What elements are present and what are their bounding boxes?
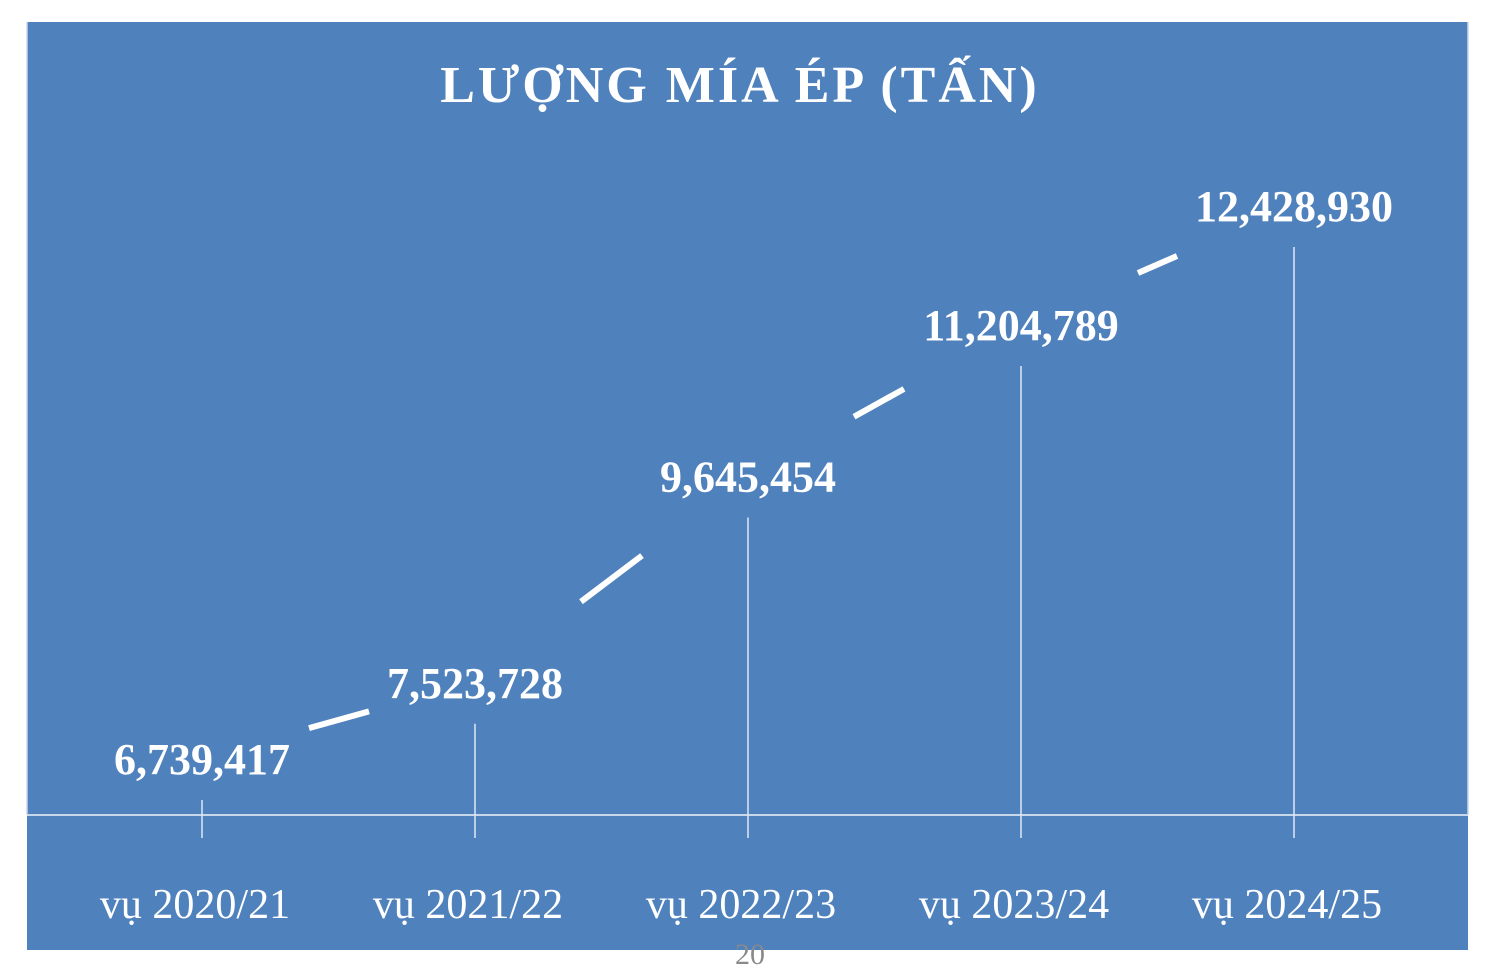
series-segment-4: [1136, 253, 1179, 276]
data-label-4: 11,204,789: [923, 301, 1119, 350]
data-labels: 6,739,417 7,523,728 9,645,454 11,204,789 12,…: [114, 182, 1393, 784]
chart-title: LƯỢNG MÍA ÉP (TẤN): [440, 54, 1040, 114]
drop-lines: [201, 247, 1295, 838]
category-label-4: vụ 2023/24: [919, 882, 1109, 928]
data-label-1: 6,739,417: [114, 735, 290, 784]
data-label-3: 9,645,454: [660, 453, 836, 502]
category-labels: vụ 2020/21 vụ 2021/22 vụ 2022/23 vụ 2023/24…: [100, 882, 1382, 928]
data-label-5: 12,428,930: [1195, 182, 1393, 231]
data-label-2: 7,523,728: [387, 659, 563, 708]
series-line: [308, 253, 1179, 732]
category-label-1: vụ 2020/21: [100, 882, 290, 928]
category-label-3: vụ 2022/23: [646, 882, 836, 928]
category-label-5: vụ 2024/25: [1192, 882, 1382, 928]
page-number: 20: [735, 938, 765, 971]
series-segment-3: [852, 386, 906, 420]
series-segment-2: [579, 553, 644, 605]
series-segment-1: [308, 708, 370, 732]
category-label-2: vụ 2021/22: [373, 882, 563, 928]
